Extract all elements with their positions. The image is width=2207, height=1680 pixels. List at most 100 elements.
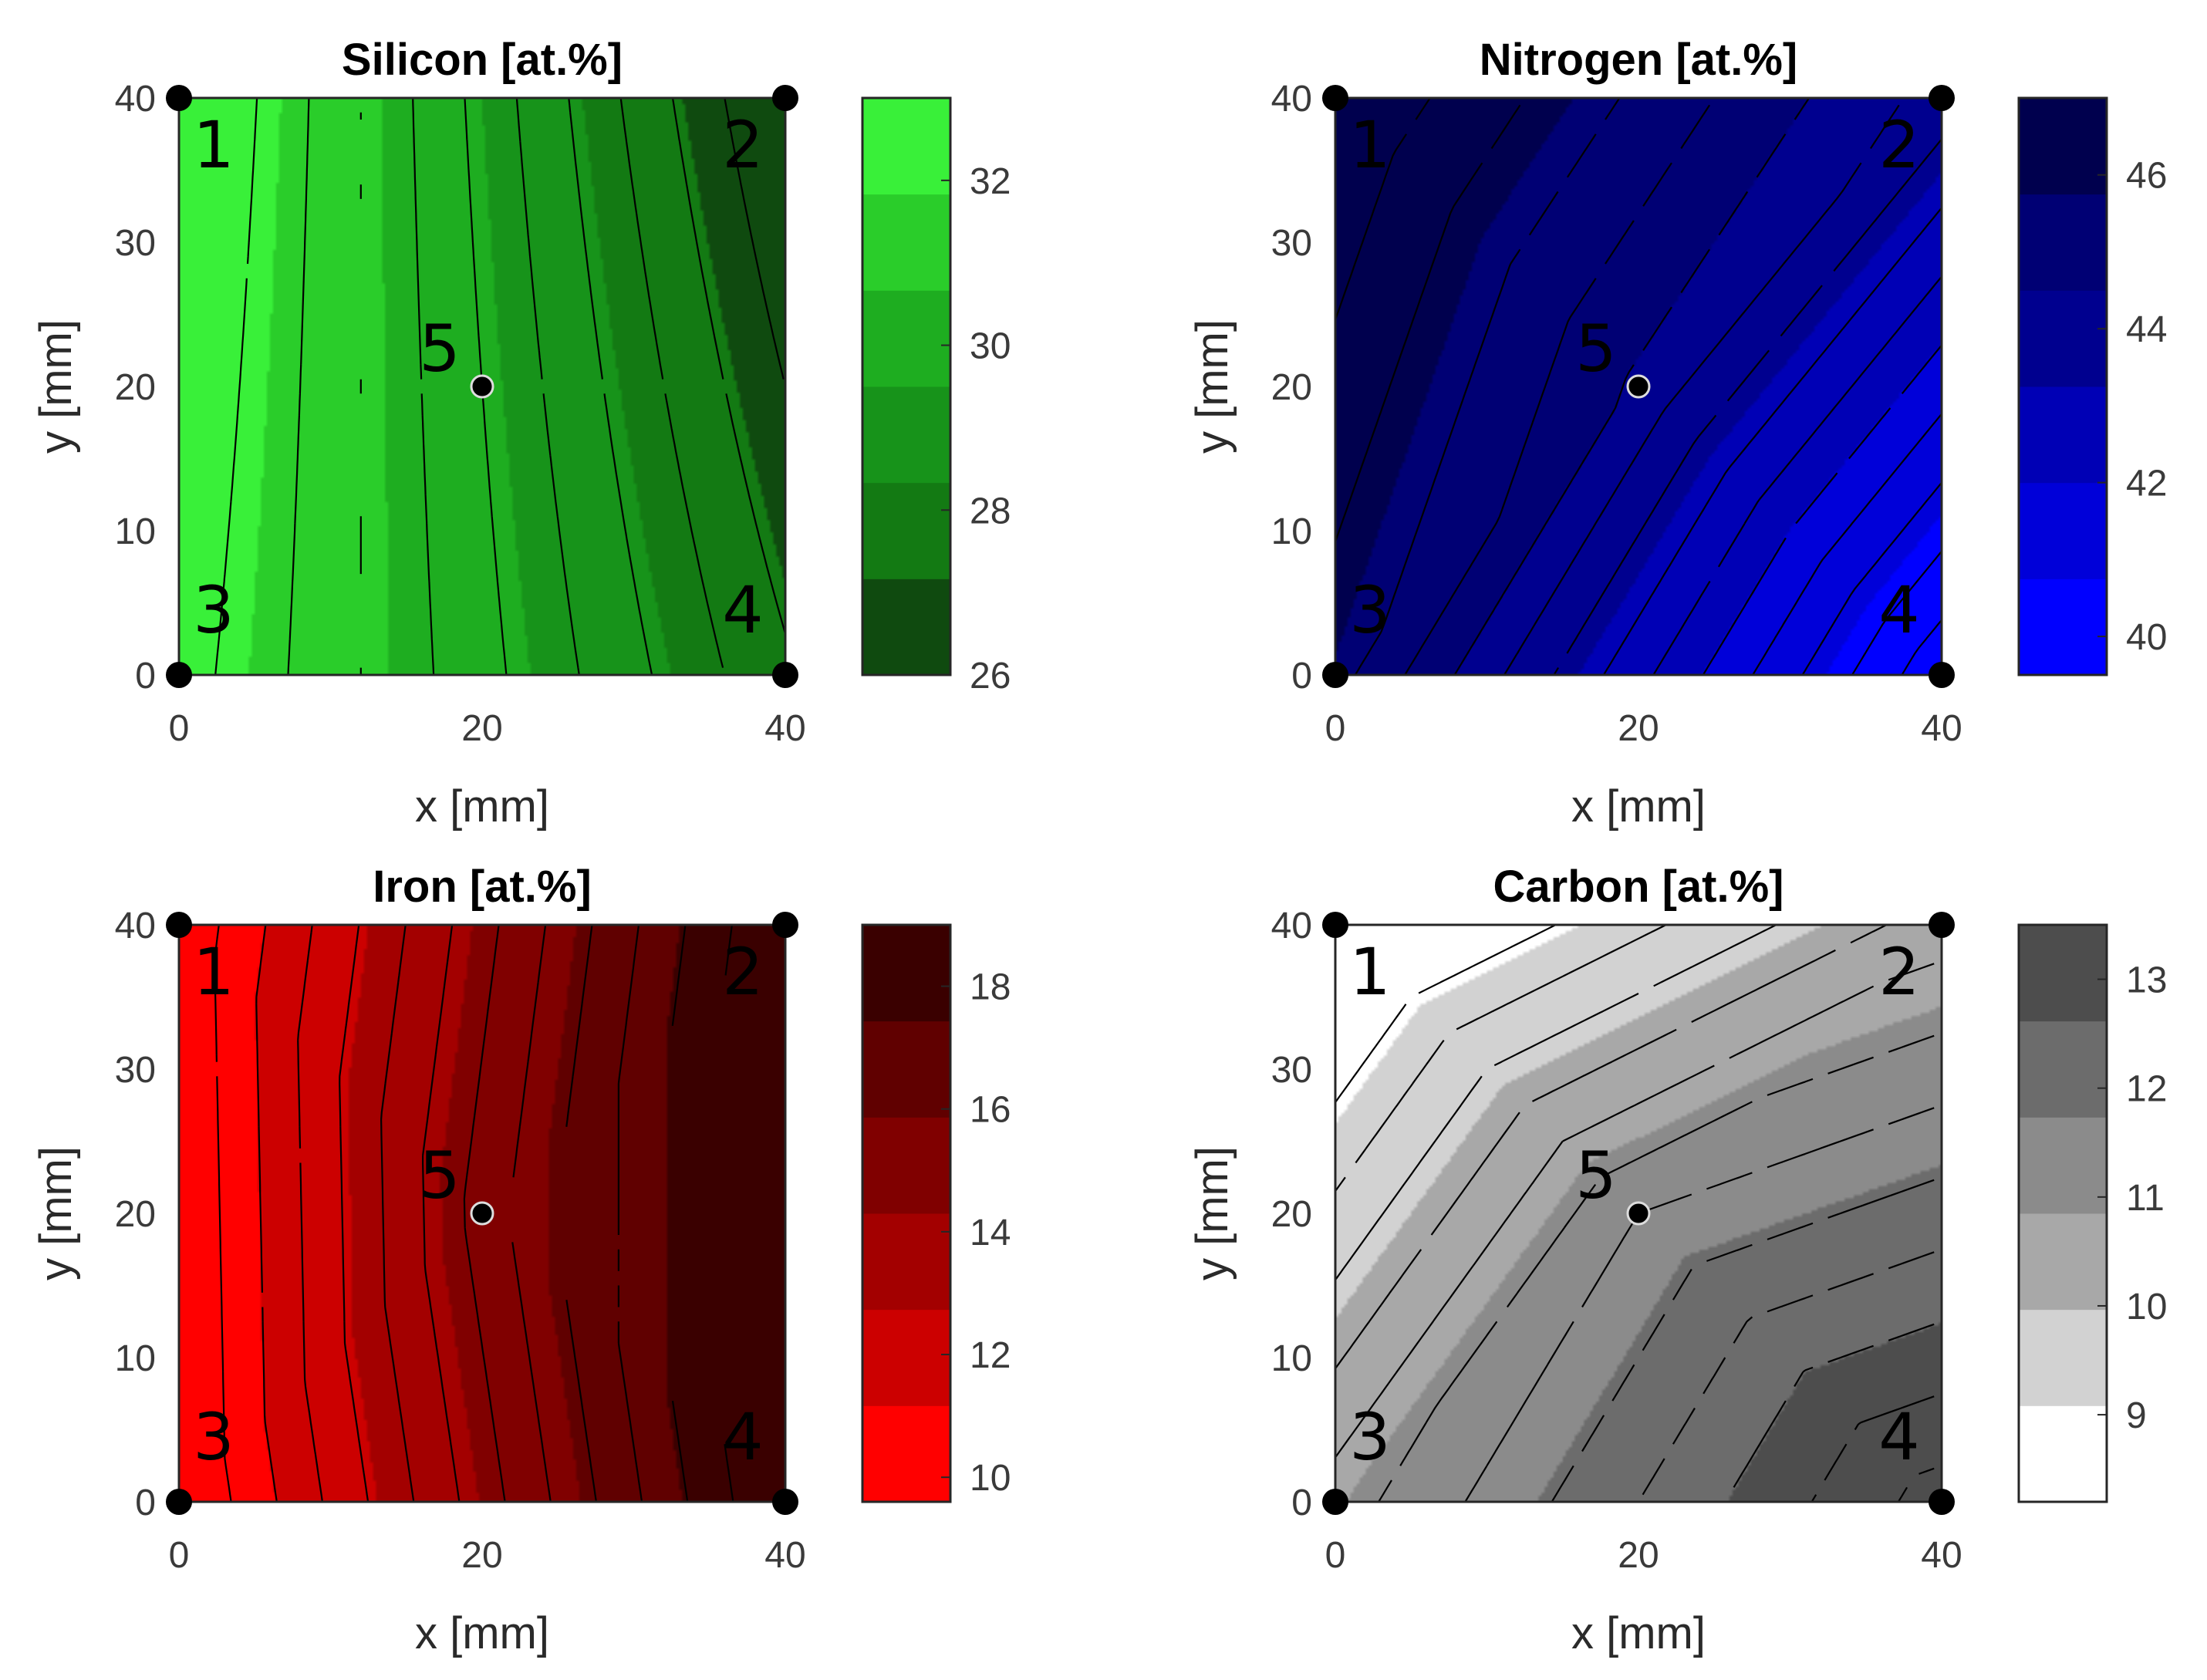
nitrogen-colorbar-level-2 [2019,482,2107,579]
carbon-contour-line-9 [1642,1251,1935,1496]
iron-point-label-1: 1 [193,934,234,1010]
iron-y-tick-10: 10 [115,1338,156,1379]
carbon-colorbar-frame [2017,923,2108,1503]
silicon-point-label-1: 1 [193,107,234,183]
carbon-colorbar-tick-9: 9 [2126,1395,2147,1436]
iron-y-axis-label: y [mm] [31,1146,81,1280]
carbon-axes-frame [1334,923,1943,1503]
carbon-colorbar-tick-10: 10 [2126,1287,2167,1327]
silicon-colorbar-level-6 [862,98,950,195]
nitrogen-colorbar-frame [2017,96,2108,676]
carbon-contour-line-2 [1335,924,1667,1192]
iron-point-2 [772,912,798,938]
silicon-x-tick-40: 40 [764,708,805,749]
nitrogen-point-label-1: 1 [1349,107,1390,183]
iron-colorbar: 10 12 14 16 18 [861,923,1011,1503]
iron-point-label-4: 4 [722,1399,763,1475]
iron-point-3 [166,1489,192,1515]
silicon-contour-line-7 [568,97,653,676]
carbon-contour-line-5 [1335,963,1935,1459]
iron-contour-line-5 [380,924,415,1503]
iron-colorbar-tick-18: 18 [970,967,1011,1008]
carbon-colorbar-tick-12: 12 [2126,1069,2167,1110]
iron-point-4 [772,1489,798,1515]
nitrogen-contour-line-10 [1702,344,1942,676]
carbon-colorbar-level-2 [2019,1309,2107,1406]
carbon-y-tick-20: 20 [1271,1194,1312,1235]
iron-contour-line-9 [565,924,597,1503]
iron-colorbar-level-2 [862,1309,950,1406]
nitrogen-colorbar-level-5 [2019,194,2107,291]
silicon-point-label-5: 5 [419,311,460,386]
carbon-x-axis-label: x [mm] [1571,1608,1706,1658]
iron-colorbar-level-4 [862,1117,950,1214]
nitrogen-y-tick-30: 30 [1271,223,1312,264]
carbon-contour-line-6 [1378,1034,1935,1503]
iron-colorbar-tick-10: 10 [970,1458,1011,1499]
carbon-point-4 [1929,1489,1955,1515]
nitrogen-contour-line-5 [1453,97,1810,676]
carbon-colorbar-level-3 [2019,1213,2107,1311]
iron-x-tick-20: 20 [461,1535,502,1576]
carbon-colorbar-tick-13: 13 [2126,960,2167,1001]
silicon-panel: Silicon [at.%] 0 20 40 0 10 20 30 40 x [mm] y [mm]… [31,35,1011,832]
iron-axes-frame [177,923,787,1503]
nitrogen-point-1 [1322,85,1348,111]
silicon-y-axis-label: y [mm] [31,319,81,454]
carbon-point-label-2: 2 [1878,934,1919,1010]
iron-y-tick-20: 20 [115,1194,156,1235]
carbon-colorbar-level-4 [2019,1117,2107,1214]
nitrogen-point-5 [1626,374,1651,399]
iron-contour-line-3 [297,924,323,1503]
carbon-x-tick-40: 40 [1921,1535,1962,1576]
iron-point-label-2: 2 [722,934,763,1010]
nitrogen-point-label-3: 3 [1349,572,1390,648]
silicon-contour-line-10 [724,97,785,380]
nitrogen-colorbar-level-1 [2019,579,2107,676]
nitrogen-colorbar-tick-40: 40 [2126,617,2167,658]
nitrogen-colorbar-level-4 [2019,290,2107,387]
carbon-colorbar-level-5 [2019,1020,2107,1118]
iron-title: Iron [at.%] [373,862,592,912]
silicon-colorbar-tick-26: 26 [970,656,1011,697]
silicon-y-tick-20: 20 [115,367,156,408]
silicon-point-3 [166,662,192,688]
silicon-contour-line-8 [619,97,724,668]
silicon-x-axis-label: x [mm] [415,781,549,832]
carbon-panel: Carbon [at.%] 0 20 40 0 10 20 30 40 x [mm] y [mm] 1… [1187,862,2167,1658]
carbon-y-tick-40: 40 [1271,906,1312,946]
nitrogen-point-3 [1322,662,1348,688]
silicon-point-5 [470,374,494,399]
iron-colorbar-level-3 [862,1213,950,1311]
carbon-point-label-5: 5 [1575,1138,1616,1213]
silicon-point-2 [772,85,798,111]
carbon-colorbar-level-6 [2019,925,2107,1022]
carbon-point-label-3: 3 [1349,1399,1390,1475]
carbon-y-tick-10: 10 [1271,1338,1312,1379]
silicon-y-tick-10: 10 [115,511,156,552]
nitrogen-y-tick-20: 20 [1271,367,1312,408]
silicon-point-label-3: 3 [193,572,234,648]
carbon-x-tick-0: 0 [1325,1535,1346,1576]
silicon-axes-frame [177,96,787,676]
carbon-y-tick-0: 0 [1291,1483,1312,1523]
iron-contour-line-2 [255,924,278,1503]
silicon-contour-line-6 [515,97,580,676]
iron-contour-line-1 [214,924,232,1503]
silicon-point-4 [772,662,798,688]
carbon-y-axis-label: y [mm] [1187,1146,1237,1280]
nitrogen-y-axis-label: y [mm] [1187,319,1237,454]
silicon-colorbar-frame [861,96,952,676]
silicon-colorbar-level-4 [862,290,950,387]
nitrogen-x-tick-40: 40 [1921,708,1962,749]
silicon-point-label-2: 2 [722,107,763,183]
iron-point-label-5: 5 [419,1138,460,1213]
nitrogen-point-4 [1929,662,1955,688]
silicon-colorbar-tick-28: 28 [970,491,1011,531]
iron-x-tick-40: 40 [764,1535,805,1576]
nitrogen-contour-line-11 [1752,413,1942,676]
nitrogen-point-2 [1929,85,1955,111]
nitrogen-contour-line-4 [1404,104,1711,676]
iron-colorbar-level-6 [862,925,950,1022]
